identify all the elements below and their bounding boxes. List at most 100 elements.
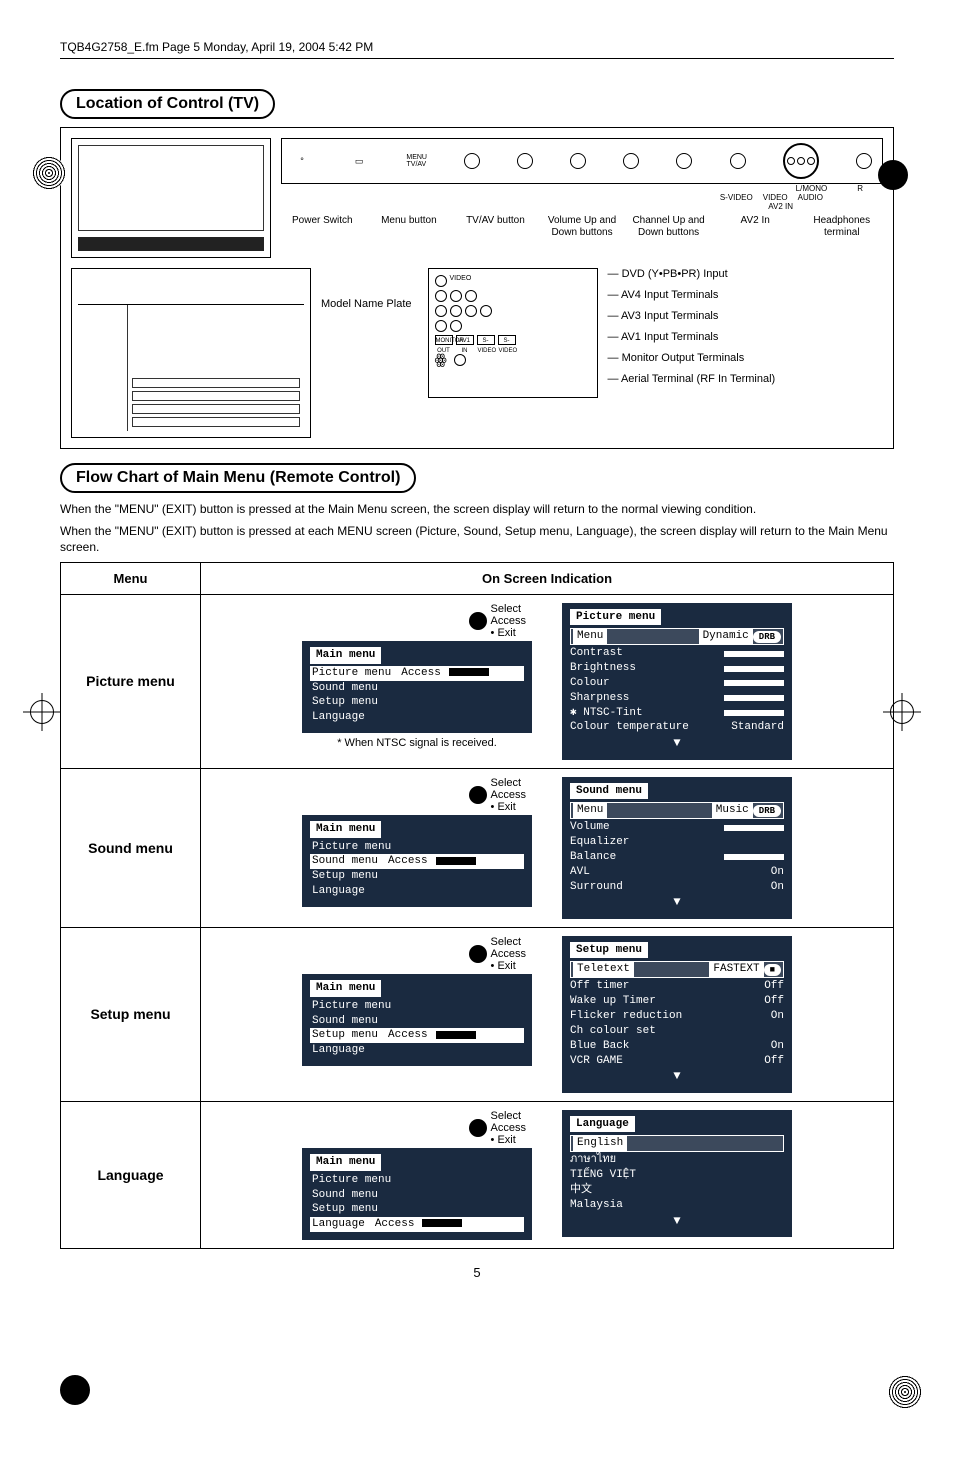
osd-title: Main menu (310, 821, 381, 838)
hint-exit: • Exit (491, 1134, 526, 1146)
label-aerial: Aerial Terminal (RF In Terminal) (608, 373, 776, 385)
tv-rear-view (71, 268, 311, 438)
osd-title: Main menu (310, 980, 381, 997)
osd-title: Main menu (310, 1154, 381, 1171)
location-of-control-section: Location of Control (TV) ° ▭ MENU TV/AV (60, 89, 894, 449)
hint-select: Select (491, 1110, 526, 1122)
hint-exit: • Exit (491, 801, 526, 813)
scroll-down-icon: ▼ (570, 894, 784, 910)
main-menu-item: Picture menu (310, 840, 524, 855)
osd-item-row: Malaysia (570, 1198, 784, 1213)
ntsc-footnote: * When NTSC signal is received. (337, 737, 497, 749)
label-av2in-small: AV2 IN (768, 202, 793, 211)
remote-hints: Select Access • Exit (469, 603, 526, 639)
main-menu-item: Setup menu (310, 695, 524, 710)
registration-spiral (32, 156, 66, 190)
sub-menu-osd: Language English ภาษาไทย TIẾNG VIỆT 中文 M… (562, 1110, 792, 1237)
osd-item-row: Flicker reductionOn (570, 1009, 784, 1024)
menu-name-cell: Sound menu (61, 768, 201, 927)
main-menu-item: Setup menuAccess (310, 1028, 524, 1043)
label-channel: Channel Up and Down buttons (627, 215, 710, 239)
label-av3: AV3 Input Terminals (608, 310, 776, 322)
osi-cell: Select Access • Exit Main menu Picture m… (201, 594, 894, 768)
osi-cell: Select Access • Exit Main menu Picture m… (201, 1101, 894, 1249)
main-menu-item: Setup menu (310, 869, 524, 884)
av2-jack-group (783, 143, 819, 179)
hint-select: Select (491, 936, 526, 948)
tv-control-panel: ° ▭ MENU TV/AV L/MONO R (281, 138, 883, 258)
tv-front-diagram: ° ▭ MENU TV/AV L/MONO R (60, 127, 894, 449)
scroll-down-icon: ▼ (570, 1068, 784, 1084)
document-header: TQB4G2758_E.fm Page 5 Monday, April 19, … (60, 40, 894, 59)
osd-item-row: TIẾNG VIỆT (570, 1168, 784, 1183)
osd-menu-row: Menu Dynamic DRB (570, 628, 784, 645)
label-av2: AV2 In (714, 215, 797, 239)
nav-button-icon (469, 945, 487, 963)
col-header-osi: On Screen Indication (201, 562, 894, 594)
osd-item-row: Equalizer (570, 835, 784, 850)
osd-highlight-row: Teletext FASTEXT ■ (570, 961, 784, 978)
label-dvd-input: DVD (Y•PB•PR) Input (608, 268, 776, 280)
osi-cell: Select Access • Exit Main menu Picture m… (201, 927, 894, 1101)
osd-item-row: 中文 (570, 1183, 784, 1198)
label-headphones: Headphones terminal (800, 215, 883, 239)
label-monitor-out: Monitor Output Terminals (608, 352, 776, 364)
label-tvav: TV/AV button (454, 215, 537, 239)
badge: ■ (764, 964, 781, 976)
sub-menu-osd: Picture menu Menu Dynamic DRB Contrast B… (562, 603, 792, 760)
osd-item-row: AVLOn (570, 865, 784, 880)
registration-spiral (888, 1375, 922, 1409)
osd-highlight-row: English (570, 1135, 784, 1152)
label-lmono: L/MONO (796, 184, 828, 193)
main-menu-item: Language (310, 710, 524, 725)
main-menu-osd: Main menu Picture menuSound menuAccessSe… (302, 815, 532, 907)
page-number: 5 (60, 1265, 894, 1280)
main-menu-item: Language (310, 1043, 524, 1058)
osd-item-row: Volume (570, 820, 784, 835)
flow-chart-section: Flow Chart of Main Menu (Remote Control)… (60, 463, 894, 1249)
osd-item-row: Brightness (570, 661, 784, 676)
hint-access: Access (491, 1122, 526, 1134)
hint-access: Access (491, 789, 526, 801)
hint-access: Access (491, 615, 526, 627)
drb-badge: DRB (753, 805, 781, 817)
menu-name-cell: Setup menu (61, 927, 201, 1101)
main-menu-item: Setup menu (310, 1202, 524, 1217)
label-video: VIDEO (763, 193, 788, 202)
sub-menu-osd: Sound menu Menu Music DRB Volume Equaliz… (562, 777, 792, 919)
hint-exit: • Exit (491, 627, 526, 639)
label-menu: Menu button (368, 215, 451, 239)
nav-button-icon (469, 1119, 487, 1137)
main-menu-osd: Main menu Picture menuSound menuSetup me… (302, 1148, 532, 1240)
flow-description-2: When the "MENU" (EXIT) button is pressed… (60, 523, 894, 555)
osd-item-row: Wake up TimerOff (570, 994, 784, 1009)
scroll-down-icon: ▼ (570, 1213, 784, 1229)
label-r: R (857, 184, 863, 193)
hint-access: Access (491, 948, 526, 960)
osd-item-row: ✱ NTSC-Tint (570, 706, 784, 721)
col-header-menu: Menu (61, 562, 201, 594)
osd-item-row: VCR GAMEOff (570, 1054, 784, 1069)
front-control-labels: Power Switch Menu button TV/AV button Vo… (281, 215, 883, 239)
nav-button-icon (469, 786, 487, 804)
section-title-location: Location of Control (TV) (60, 89, 275, 119)
registration-mark (30, 700, 54, 724)
osd-item-row: Contrast (570, 646, 784, 661)
osd-item-row: Sharpness (570, 691, 784, 706)
tv-front-view (71, 138, 271, 258)
main-menu-item: Picture menuAccess (310, 666, 524, 681)
model-name-plate-label: Model Name Plate (321, 298, 418, 311)
osd-item-row: SurroundOn (570, 880, 784, 895)
osd-item-row: Blue BackOn (570, 1039, 784, 1054)
osd-title: Sound menu (570, 783, 648, 800)
main-menu-osd: Main menu Picture menuSound menuSetup me… (302, 974, 532, 1066)
label-volume: Volume Up and Down buttons (541, 215, 624, 239)
main-menu-item: Sound menu (310, 681, 524, 696)
osd-item-row: Off timerOff (570, 979, 784, 994)
drb-badge: DRB (753, 631, 781, 643)
flow-description-1: When the "MENU" (EXIT) button is pressed… (60, 501, 894, 517)
nav-button-icon (469, 612, 487, 630)
osd-item-row: Ch colour set (570, 1024, 784, 1039)
label-av1: AV1 Input Terminals (608, 331, 776, 343)
section-title-flowchart: Flow Chart of Main Menu (Remote Control) (60, 463, 416, 493)
